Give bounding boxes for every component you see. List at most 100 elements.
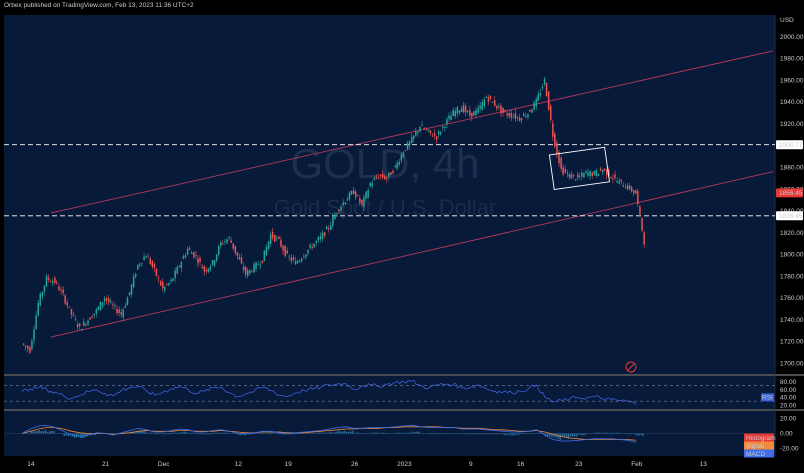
histogram-bar — [30, 430, 32, 434]
histogram-bar — [615, 432, 617, 434]
price-tick-label: 1740.00 — [780, 317, 804, 324]
time-axis[interactable]: 14 21 Dec 12 19 26 2023 9 16 23 Feb 13 — [27, 461, 707, 468]
histogram-bar — [210, 433, 213, 435]
candle — [506, 113, 508, 116]
histogram-bar — [200, 433, 202, 435]
candle — [373, 178, 376, 180]
histogram-bar — [559, 433, 561, 441]
macd-tick-label: 0.00 — [780, 431, 793, 438]
candle — [442, 126, 444, 128]
histogram-bar — [320, 432, 323, 434]
consolidation-box[interactable] — [548, 146, 610, 190]
histogram-bar — [248, 433, 250, 435]
candle — [143, 256, 145, 261]
candle — [205, 270, 207, 272]
macd-tick-label: -20.00 — [780, 446, 799, 453]
candle — [159, 281, 162, 286]
candle — [315, 240, 317, 243]
histogram-bar — [378, 432, 381, 434]
histogram-bar — [613, 432, 615, 434]
channel-lower-line[interactable] — [50, 171, 774, 338]
candle — [147, 256, 149, 258]
histogram-bar — [609, 432, 611, 434]
histogram-bar — [360, 432, 362, 434]
candle — [525, 116, 527, 118]
candle — [423, 128, 425, 129]
histogram-bar — [241, 433, 244, 435]
price-axis[interactable]: USD 1700.00 1720.00 1740.00 1760.00 1780.00 1… — [780, 17, 804, 453]
trend-channel[interactable] — [50, 50, 774, 338]
candle — [33, 329, 35, 341]
replay-target-icon[interactable] — [625, 361, 637, 373]
histogram-bar — [223, 432, 225, 434]
candle — [467, 110, 469, 112]
histogram-bar — [354, 432, 356, 434]
histogram-bar — [546, 433, 549, 436]
histogram-bar — [472, 433, 474, 435]
histogram-bar — [603, 432, 605, 434]
time-tick-label: 26 — [351, 461, 359, 468]
candle — [574, 179, 577, 181]
candle — [298, 260, 301, 262]
candle — [66, 302, 68, 306]
histogram-bar — [443, 433, 445, 435]
candle — [440, 132, 442, 134]
histogram-bar — [161, 433, 163, 435]
price-tick-label: 1760.00 — [780, 295, 804, 302]
histogram-bar — [611, 432, 613, 434]
candle — [238, 256, 241, 260]
histogram-bar — [629, 433, 632, 435]
histogram-bar — [80, 433, 82, 438]
histogram-bar — [44, 429, 47, 434]
candle — [361, 199, 363, 205]
histogram-bar — [310, 432, 312, 434]
candle — [444, 126, 446, 129]
histogram-bar — [397, 432, 400, 434]
candle — [85, 323, 87, 325]
candle — [352, 190, 355, 194]
price-tick-label: 1700.00 — [780, 360, 804, 367]
histogram-bar — [179, 432, 182, 434]
histogram-bar — [507, 433, 510, 435]
channel-upper-line[interactable] — [50, 50, 774, 214]
histogram-bar — [567, 433, 570, 439]
candle — [529, 109, 531, 112]
candle — [309, 244, 311, 248]
candle — [139, 264, 141, 266]
histogram-bar — [40, 431, 43, 434]
candle — [593, 171, 596, 175]
candle — [176, 266, 178, 274]
candle — [186, 248, 189, 255]
candle — [290, 257, 293, 262]
time-tick-label: Feb — [631, 461, 643, 468]
histogram-bar — [416, 431, 418, 434]
histogram-bar — [470, 433, 472, 435]
candle — [74, 319, 77, 321]
horizontal-lines[interactable] — [4, 144, 775, 217]
histogram-bar — [134, 431, 136, 434]
histogram-bar — [428, 433, 431, 435]
macd-legend-bg — [744, 449, 774, 458]
candle — [110, 301, 112, 303]
histogram-bar — [324, 432, 327, 434]
candle — [624, 187, 627, 189]
candle — [585, 170, 587, 173]
histogram-bar — [277, 432, 279, 434]
histogram-bar — [430, 433, 433, 435]
candle — [195, 255, 197, 256]
time-tick-label: 19 — [285, 461, 293, 468]
candle — [514, 113, 517, 119]
candle — [162, 281, 164, 289]
histogram-bar — [627, 433, 630, 435]
candle — [29, 347, 31, 353]
candle — [583, 173, 585, 178]
histogram-bar — [497, 433, 499, 435]
histogram-bar — [92, 433, 95, 435]
candle — [359, 198, 361, 203]
candle — [62, 289, 64, 294]
macd-legend-bg — [744, 433, 774, 442]
histogram-bar — [505, 433, 507, 436]
histogram-bar — [434, 433, 437, 435]
